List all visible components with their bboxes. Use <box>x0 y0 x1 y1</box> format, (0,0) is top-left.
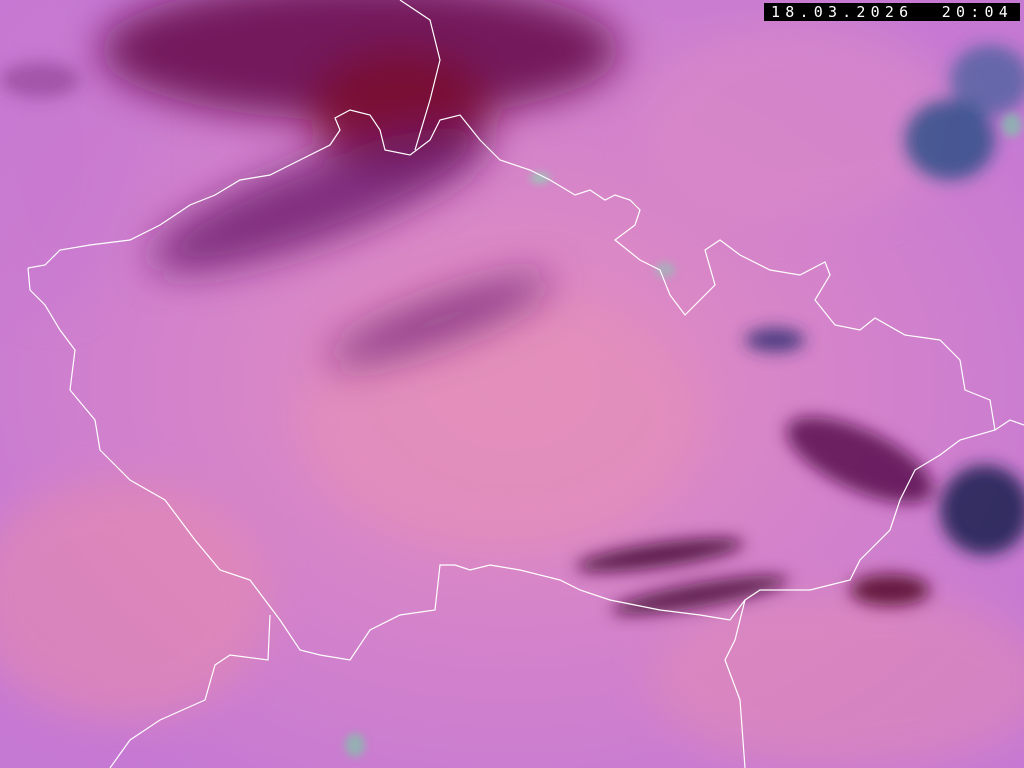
austria-slovakia-border <box>724 599 746 768</box>
germany-austria-border <box>109 614 271 768</box>
poland-slovakia-border <box>994 419 1024 431</box>
germany-poland-border <box>399 0 441 151</box>
timestamp: 18.03.2026 20:04 <box>764 3 1020 21</box>
czech-border <box>27 109 996 661</box>
country-borders <box>27 0 1024 768</box>
